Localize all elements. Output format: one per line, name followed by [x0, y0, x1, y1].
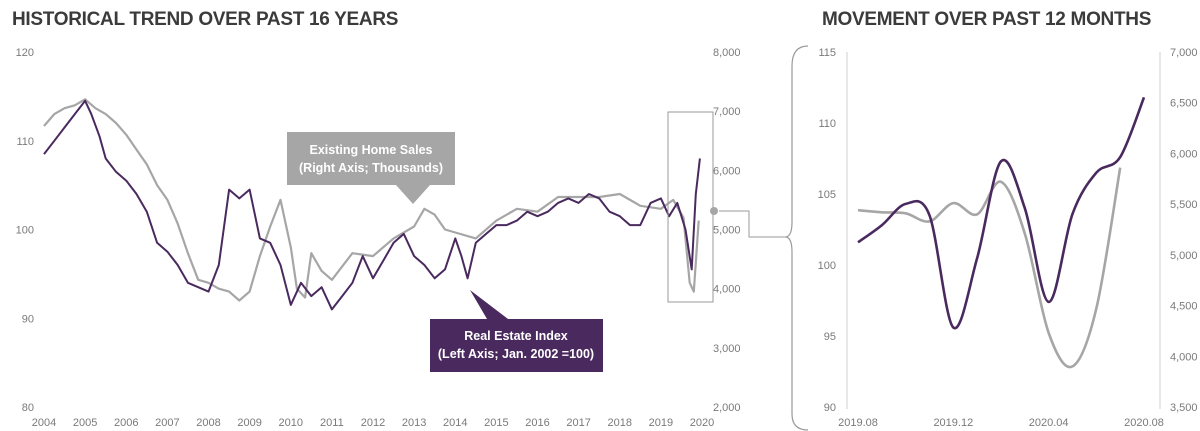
l-right-tick-label: 8,000	[713, 47, 741, 59]
l-x-tick-label: 2018	[608, 417, 632, 429]
l-x-tick-label: 2013	[402, 417, 426, 429]
r-right-tick-label: 4,500	[1170, 301, 1198, 313]
l-left-tick-label: 110	[16, 136, 34, 148]
l-x-tick-label: 2005	[73, 417, 97, 429]
l-x-tick-label: 2008	[196, 417, 220, 429]
l-x-tick-label: 2019	[649, 417, 673, 429]
r-left-tick-label: 100	[818, 260, 836, 272]
l-x-tick-label: 2020	[690, 417, 714, 429]
left-index-line	[43, 99, 701, 311]
r-x-tick-label: 2019.12	[933, 417, 973, 429]
l-x-tick-label: 2011	[320, 417, 344, 429]
right-chart-right-axis: 3,500 4,000 4,500 5,000 5,500 6,000 6,500 7,000	[1170, 47, 1198, 414]
sales-callout-line1: Existing Home Sales	[310, 143, 433, 157]
zoom-brace	[785, 45, 809, 431]
l-x-tick-label: 2014	[443, 417, 467, 429]
index-callout-line1: Real Estate Index	[464, 329, 568, 343]
r-left-tick-label: 110	[818, 118, 836, 130]
l-x-tick-label: 2017	[566, 417, 590, 429]
right-chart-x-axis: 2019.08 2019.12 2020.04 2020.08	[838, 417, 1164, 429]
l-x-tick-label: 2010	[279, 417, 303, 429]
index-callout-line2: (Left Axis; Jan. 2002 =100)	[438, 347, 594, 361]
left-chart-right-axis: 2,000 3,000 4,000 5,000 6,000 7,000 8,000	[713, 47, 741, 414]
r-right-tick-label: 6,500	[1170, 98, 1198, 110]
l-right-tick-label: 5,000	[713, 225, 741, 237]
l-right-tick-label: 4,000	[713, 284, 741, 296]
right-index-line	[857, 96, 1146, 330]
right-chart-left-axis: 90 95 100 105 110 115	[818, 47, 836, 414]
r-x-tick-label: 2020.08	[1124, 417, 1164, 429]
l-x-tick-label: 2015	[484, 417, 508, 429]
zoom-box	[667, 111, 714, 303]
l-x-tick-label: 2012	[361, 417, 385, 429]
l-right-tick-label: 2,000	[713, 402, 741, 414]
l-right-tick-label: 6,000	[713, 165, 741, 177]
l-right-tick-label: 3,000	[713, 343, 741, 355]
l-x-tick-label: 2007	[155, 417, 179, 429]
right-chart-title: MOVEMENT OVER PAST 12 MONTHS	[822, 9, 1152, 30]
left-chart-x-axis: 2004 2005 2006 2007 2008 2009 2010 2011 2012 2013…	[32, 417, 714, 429]
l-x-tick-label: 2009	[237, 417, 261, 429]
r-left-tick-label: 105	[818, 189, 836, 201]
left-chart-title: HISTORICAL TREND OVER PAST 16 YEARS	[12, 9, 399, 30]
r-right-tick-label: 5,500	[1170, 199, 1198, 211]
r-x-tick-label: 2020.04	[1029, 417, 1069, 429]
r-right-tick-label: 4,000	[1170, 351, 1198, 363]
sales-callout: Existing Home Sales (Right Axis; Thousan…	[287, 132, 455, 204]
index-callout: Real Estate Index (Left Axis; Jan. 2002 …	[430, 290, 603, 372]
l-right-tick-label: 7,000	[713, 106, 741, 118]
r-right-tick-label: 5,000	[1170, 250, 1198, 262]
l-left-tick-label: 120	[16, 47, 34, 59]
l-x-tick-label: 2004	[32, 417, 56, 429]
r-x-tick-label: 2019.08	[838, 417, 878, 429]
r-right-tick-label: 3,500	[1170, 402, 1198, 414]
zoom-point-marker	[710, 207, 718, 215]
sales-callout-line2: (Right Axis; Thousands)	[299, 161, 443, 175]
zoom-connector	[719, 210, 786, 238]
r-left-tick-label: 115	[818, 47, 836, 59]
left-chart-left-axis: 80 90 100 110 120	[16, 47, 34, 414]
r-left-tick-label: 95	[824, 331, 836, 343]
right-sales-line	[857, 167, 1122, 369]
r-right-tick-label: 6,000	[1170, 148, 1198, 160]
l-x-tick-label: 2016	[525, 417, 549, 429]
r-right-tick-label: 7,000	[1170, 47, 1198, 59]
l-x-tick-label: 2006	[114, 417, 138, 429]
r-left-tick-label: 90	[824, 402, 836, 414]
l-left-tick-label: 90	[22, 313, 34, 325]
l-left-tick-label: 100	[16, 225, 34, 237]
l-left-tick-label: 80	[22, 402, 34, 414]
